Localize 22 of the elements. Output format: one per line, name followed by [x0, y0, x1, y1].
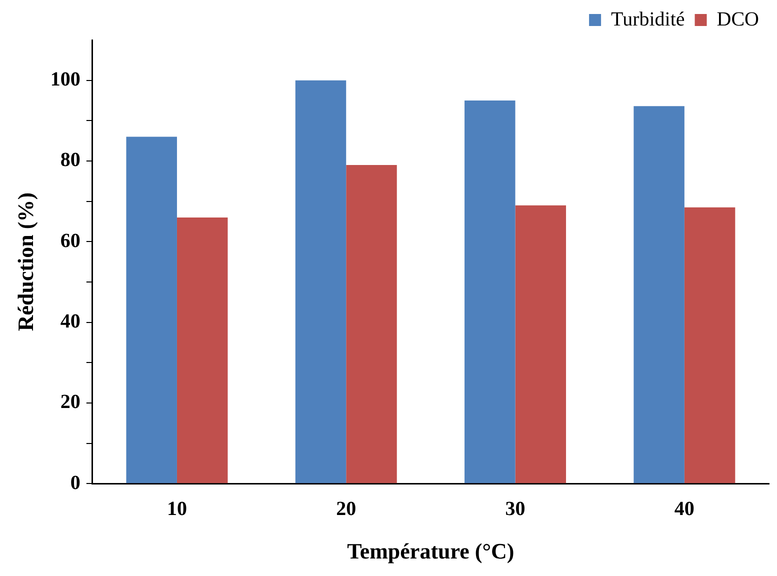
x-tick-label: 20 [336, 498, 356, 520]
y-tick-label: 0 [70, 472, 80, 494]
y-tick-label: 60 [60, 230, 80, 252]
x-tick-label: 10 [166, 498, 187, 520]
y-tick-label: 40 [60, 310, 80, 332]
y-tick-label: 100 [50, 68, 80, 90]
y-tick-label: 20 [60, 391, 80, 414]
x-tick-label: 40 [674, 498, 694, 520]
bar [634, 106, 684, 484]
y-axis-title: Réduction (%) [12, 192, 38, 332]
bar [684, 207, 736, 484]
y-tick-label: 80 [60, 149, 80, 172]
x-axis-title: Température (°C) [347, 538, 514, 564]
bar [464, 100, 516, 484]
bar [295, 80, 346, 484]
bar [515, 205, 566, 484]
legend-label: DCO [716, 8, 760, 30]
bar [346, 165, 397, 484]
bar [126, 136, 177, 484]
bar [176, 217, 228, 484]
x-tick-label: 30 [505, 498, 526, 520]
legend-label: Turbidité [611, 8, 685, 30]
